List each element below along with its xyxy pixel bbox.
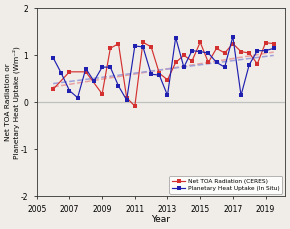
Planetary Heat Uptake (In Situ): [223, 66, 226, 68]
Planetary Heat Uptake (In Situ): [92, 80, 96, 83]
Net TOA Radiation (CERES): [100, 93, 104, 95]
Net TOA Radiation (CERES): [166, 79, 169, 81]
Planetary Heat Uptake (In Situ): [149, 73, 153, 76]
Planetary Heat Uptake (In Situ): [247, 63, 251, 66]
Net TOA Radiation (CERES): [125, 96, 128, 99]
Net TOA Radiation (CERES): [133, 105, 137, 108]
Planetary Heat Uptake (In Situ): [231, 35, 235, 38]
Net TOA Radiation (CERES): [117, 42, 120, 45]
Net TOA Radiation (CERES): [247, 52, 251, 55]
Planetary Heat Uptake (In Situ): [264, 49, 267, 52]
Planetary Heat Uptake (In Situ): [255, 49, 259, 52]
Planetary Heat Uptake (In Situ): [141, 46, 145, 48]
Planetary Heat Uptake (In Situ): [198, 50, 202, 53]
Planetary Heat Uptake (In Situ): [206, 52, 210, 55]
Planetary Heat Uptake (In Situ): [84, 67, 88, 70]
Net TOA Radiation (CERES): [68, 71, 71, 73]
Net TOA Radiation (CERES): [190, 60, 194, 62]
Planetary Heat Uptake (In Situ): [117, 85, 120, 87]
Planetary Heat Uptake (In Situ): [239, 94, 243, 97]
Net TOA Radiation (CERES): [149, 46, 153, 48]
Net TOA Radiation (CERES): [51, 88, 55, 91]
Planetary Heat Uptake (In Situ): [100, 66, 104, 68]
Net TOA Radiation (CERES): [264, 41, 267, 44]
Planetary Heat Uptake (In Situ): [76, 96, 79, 99]
Planetary Heat Uptake (In Situ): [125, 99, 128, 101]
Net TOA Radiation (CERES): [215, 47, 218, 50]
X-axis label: Year: Year: [151, 215, 171, 224]
Planetary Heat Uptake (In Situ): [157, 74, 161, 76]
Planetary Heat Uptake (In Situ): [68, 89, 71, 92]
Legend: Net TOA Radiation (CERES), Planetary Heat Uptake (In Situ): Net TOA Radiation (CERES), Planetary Hea…: [169, 176, 282, 194]
Planetary Heat Uptake (In Situ): [215, 61, 218, 64]
Planetary Heat Uptake (In Situ): [166, 94, 169, 97]
Y-axis label: Net TOA Radiation or
Planetary Heat Uptake (Wm⁻²): Net TOA Radiation or Planetary Heat Upta…: [5, 46, 19, 159]
Net TOA Radiation (CERES): [231, 42, 235, 45]
Net TOA Radiation (CERES): [223, 52, 226, 55]
Net TOA Radiation (CERES): [174, 61, 177, 64]
Line: Planetary Heat Uptake (In Situ): Planetary Heat Uptake (In Situ): [52, 35, 275, 102]
Net TOA Radiation (CERES): [157, 72, 161, 75]
Net TOA Radiation (CERES): [141, 41, 145, 44]
Planetary Heat Uptake (In Situ): [182, 66, 186, 68]
Net TOA Radiation (CERES): [239, 50, 243, 53]
Net TOA Radiation (CERES): [182, 54, 186, 57]
Planetary Heat Uptake (In Situ): [272, 47, 276, 50]
Net TOA Radiation (CERES): [198, 41, 202, 44]
Planetary Heat Uptake (In Situ): [51, 56, 55, 59]
Planetary Heat Uptake (In Situ): [108, 66, 112, 68]
Net TOA Radiation (CERES): [272, 42, 276, 45]
Net TOA Radiation (CERES): [206, 61, 210, 64]
Planetary Heat Uptake (In Situ): [190, 49, 194, 52]
Net TOA Radiation (CERES): [255, 63, 259, 65]
Line: Net TOA Radiation (CERES): Net TOA Radiation (CERES): [52, 41, 275, 108]
Planetary Heat Uptake (In Situ): [174, 36, 177, 39]
Planetary Heat Uptake (In Situ): [133, 45, 137, 47]
Planetary Heat Uptake (In Situ): [59, 72, 63, 75]
Net TOA Radiation (CERES): [108, 47, 112, 50]
Net TOA Radiation (CERES): [84, 71, 88, 73]
